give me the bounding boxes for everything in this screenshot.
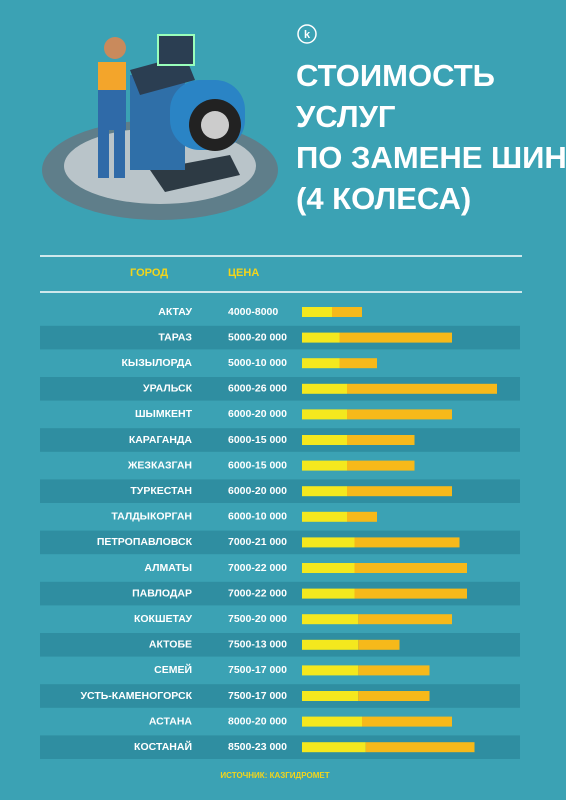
low-bar <box>302 639 359 650</box>
illustration <box>42 34 278 220</box>
low-bar <box>302 435 347 445</box>
range-bar <box>354 588 467 599</box>
range-bar <box>347 460 415 471</box>
range-bar <box>339 358 377 369</box>
title-line: ПО ЗАМЕНЕ ШИН <box>296 140 566 175</box>
low-bar <box>302 665 359 676</box>
city-label: ТАЛДЫКОРГАН <box>111 511 192 523</box>
row-stripe <box>40 428 520 452</box>
range-bar <box>339 332 452 343</box>
city-label: АСТАНА <box>149 715 193 727</box>
city-label: АКТАУ <box>158 306 192 318</box>
range-bar <box>358 639 400 650</box>
price-label: 4000-8000 <box>228 306 278 318</box>
row-stripe <box>40 581 520 606</box>
column-header: ЦЕНА <box>228 267 259 279</box>
city-label: ПАВЛОДАР <box>132 587 192 599</box>
city-label: СЕМЕЙ <box>154 663 192 676</box>
city-label: УСТЬ-КАМЕНОГОРСК <box>80 690 192 702</box>
city-label: ПЕТРОПАВЛОВСК <box>97 536 193 548</box>
price-label: 6000-10 000 <box>228 511 287 523</box>
price-label: 7500-17 000 <box>228 690 287 702</box>
range-bar <box>347 409 452 420</box>
price-label: 7500-20 000 <box>228 613 287 625</box>
range-bar <box>347 383 497 394</box>
price-label: 6000-26 000 <box>228 383 287 395</box>
range-bar <box>347 511 377 522</box>
low-bar <box>302 307 332 317</box>
city-label: АКТОБЕ <box>149 639 192 651</box>
row-stripe <box>40 633 520 657</box>
price-label: 6000-15 000 <box>228 434 287 446</box>
logo: k <box>304 29 311 41</box>
range-bar <box>354 537 460 548</box>
city-label: ТАРАЗ <box>158 331 192 343</box>
low-bar <box>302 332 340 343</box>
city-label: ШЫМКЕНТ <box>135 408 193 420</box>
source: ИСТОЧНИК: КАЗГИДРОМЕТ <box>220 771 329 780</box>
price-label: 5000-10 000 <box>228 357 287 369</box>
title-line: СТОИМОСТЬ <box>296 58 495 93</box>
low-bar <box>302 486 347 497</box>
city-label: КЫЗЫЛОРДА <box>122 357 193 369</box>
range-bar <box>358 691 430 701</box>
price-label: 8500-23 000 <box>228 741 287 753</box>
price-label: 8000-20 000 <box>228 715 287 727</box>
low-bar <box>302 460 347 471</box>
range-bar <box>358 614 452 625</box>
range-bar <box>347 435 415 445</box>
low-bar <box>302 409 347 420</box>
low-bar <box>302 537 355 548</box>
city-label: КОКШЕТАУ <box>134 613 192 625</box>
range-bar <box>347 486 452 497</box>
price-label: 7000-22 000 <box>228 562 287 574</box>
row-stripe <box>40 684 520 708</box>
low-bar <box>302 563 355 573</box>
range-bar <box>365 742 475 753</box>
low-bar <box>302 511 347 522</box>
range-bar <box>362 716 452 727</box>
price-label: 7500-17 000 <box>228 664 287 676</box>
city-label: КОСТАНАЙ <box>134 740 192 753</box>
low-bar <box>302 614 359 625</box>
row-stripe <box>40 377 520 401</box>
city-label: КАРАГАНДА <box>129 434 193 446</box>
low-bar <box>302 383 347 394</box>
low-bar <box>302 716 362 727</box>
title-line: (4 КОЛЕСА) <box>296 181 471 216</box>
price-label: 6000-20 000 <box>228 485 287 497</box>
title-line: УСЛУГ <box>296 99 396 134</box>
low-bar <box>302 742 366 753</box>
row-stripe <box>40 530 520 555</box>
price-label: 6000-15 000 <box>228 459 287 471</box>
range-bar <box>332 307 362 317</box>
price-label: 5000-20 000 <box>228 331 287 343</box>
logo-ring <box>297 24 317 44</box>
city-label: ТУРКЕСТАН <box>130 485 192 497</box>
city-label: ЖЕЗКАЗГАН <box>127 459 192 471</box>
city-label: АЛМАТЫ <box>144 562 192 574</box>
city-label: УРАЛЬСК <box>143 383 193 395</box>
low-bar <box>302 358 340 369</box>
price-label: 7000-22 000 <box>228 587 287 599</box>
row-stripe <box>40 325 520 350</box>
column-header: ГОРОД <box>130 267 168 279</box>
price-label: 7000-21 000 <box>228 536 287 548</box>
low-bar <box>302 691 359 701</box>
range-bar <box>354 563 467 573</box>
range-bar <box>358 665 430 676</box>
row-stripe <box>40 479 520 503</box>
low-bar <box>302 588 355 599</box>
price-label: 6000-20 000 <box>228 408 287 420</box>
row-stripe <box>40 735 520 759</box>
price-label: 7500-13 000 <box>228 639 287 651</box>
